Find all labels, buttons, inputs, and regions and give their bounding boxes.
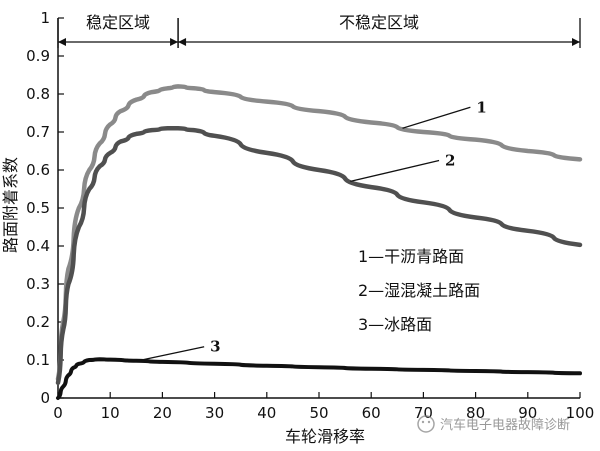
x-tick-label: 70 [414,404,433,422]
callout-leader-3 [136,346,205,362]
x-tick-label: 0 [53,404,63,422]
chart-axes [57,18,580,399]
y-axis-label: 路面附着系数 [1,157,20,253]
x-tick-label: 40 [257,404,276,422]
y-tick-label: 0.4 [26,237,50,255]
x-tick-label: 60 [362,404,381,422]
y-tick-label: 0.5 [26,199,50,217]
y-tick-label: 1 [40,9,50,27]
x-tick-label: 80 [466,404,485,422]
wechat-icon-eye [427,420,431,424]
y-tick-label: 0.1 [26,351,50,369]
region-arrowhead [178,38,187,46]
y-tick-label: 0.2 [26,313,50,331]
y-tick-label: 0.3 [26,275,50,293]
region-arrowhead [572,38,580,46]
x-axis-label: 车轮滑移率 [285,427,365,446]
callout-label-1: 1 [476,98,486,116]
y-tick-label: 0 [40,389,50,407]
wechat-icon-eye [421,420,425,424]
legend-entry-3: 3—冰路面 [358,315,432,334]
y-axis-ticks: 0 0.1 0.2 0.3 0.4 0.5 0.6 0.7 0.8 0.9 1 [26,9,64,407]
region-arrowhead [170,38,179,46]
region-markers: 稳定区域 不稳定区域 [57,13,581,48]
x-tick-label: 100 [566,404,595,422]
legend-entry-1: 1—干沥青路面 [358,247,464,266]
x-tick-label: 90 [518,404,537,422]
region-label: 稳定区域 [86,13,150,32]
callout-leader-2 [350,159,440,183]
series-line-3 [56,357,582,400]
watermark-text: 汽车电子电器故障诊断 [440,417,570,433]
legend-entry-2: 2—湿混凝土路面 [358,281,480,300]
x-tick-label: 50 [309,404,328,422]
y-tick-label: 0.7 [26,123,50,141]
x-tick-label: 30 [205,404,224,422]
x-axis-ticks: 0 10 20 30 40 50 60 70 80 90 100 [53,392,594,422]
x-tick-label: 20 [153,404,172,422]
series-line-2 [55,125,583,386]
callout-leader-1 [402,106,471,129]
x-tick-label: 10 [101,404,120,422]
callout-label-3: 3 [210,338,220,356]
series-line-1 [55,84,583,382]
series-lines [55,84,583,400]
region-label: 不稳定区域 [339,13,419,32]
y-tick-label: 0.9 [26,47,50,65]
callout-label-2: 2 [445,152,455,170]
wechat-icon [417,415,435,433]
region-arrowhead [58,38,66,46]
legend: 1—干沥青路面 2—湿混凝土路面 3—冰路面 [358,247,480,334]
y-tick-label: 0.6 [26,161,50,179]
series-callouts: 1 2 3 [136,98,487,362]
y-tick-label: 0.8 [26,85,50,103]
watermark: 汽车电子电器故障诊断 [417,415,570,433]
